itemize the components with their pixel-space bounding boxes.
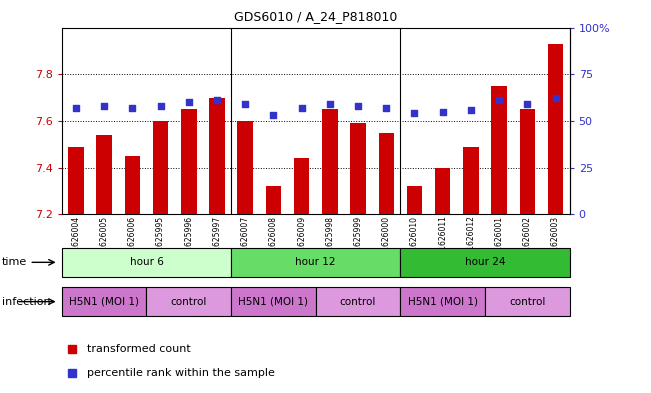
Point: [409, 110, 420, 116]
Text: percentile rank within the sample: percentile rank within the sample: [87, 367, 275, 378]
Bar: [547, 44, 563, 214]
Text: H5N1 (MOI 1): H5N1 (MOI 1): [69, 297, 139, 307]
Text: transformed count: transformed count: [87, 344, 191, 354]
Bar: [400, 248, 570, 277]
Point: [550, 95, 561, 101]
Bar: [153, 121, 169, 214]
Bar: [266, 186, 281, 214]
Text: hour 12: hour 12: [296, 257, 336, 267]
Bar: [146, 287, 231, 316]
Bar: [62, 248, 231, 277]
Point: [184, 99, 194, 105]
Point: [296, 105, 307, 111]
Text: H5N1 (MOI 1): H5N1 (MOI 1): [408, 297, 478, 307]
Bar: [209, 97, 225, 214]
Bar: [407, 186, 422, 214]
Bar: [485, 287, 570, 316]
Point: [465, 107, 476, 113]
Text: infection: infection: [2, 297, 51, 307]
Bar: [231, 248, 400, 277]
Bar: [62, 287, 146, 316]
Point: [437, 108, 448, 115]
Point: [381, 105, 391, 111]
Point: [325, 101, 335, 107]
Bar: [378, 132, 394, 214]
Bar: [350, 123, 366, 214]
Text: time: time: [2, 257, 27, 267]
Bar: [463, 147, 478, 214]
Bar: [231, 287, 316, 316]
Text: control: control: [509, 297, 546, 307]
Point: [71, 105, 81, 111]
Bar: [181, 109, 197, 214]
Bar: [124, 156, 140, 214]
Bar: [238, 121, 253, 214]
Point: [494, 97, 505, 103]
Text: hour 24: hour 24: [465, 257, 505, 267]
Point: [99, 103, 109, 109]
Point: [268, 112, 279, 118]
Bar: [294, 158, 309, 214]
Bar: [96, 135, 112, 214]
Text: control: control: [340, 297, 376, 307]
Bar: [492, 86, 507, 214]
Bar: [316, 287, 400, 316]
Text: control: control: [171, 297, 207, 307]
Point: [353, 103, 363, 109]
Point: [127, 105, 137, 111]
Text: GDS6010 / A_24_P818010: GDS6010 / A_24_P818010: [234, 10, 397, 23]
Bar: [68, 147, 84, 214]
Point: [522, 101, 533, 107]
Point: [156, 103, 166, 109]
Text: hour 6: hour 6: [130, 257, 163, 267]
Point: [212, 97, 222, 103]
Point: [240, 101, 251, 107]
Bar: [519, 109, 535, 214]
Bar: [400, 287, 485, 316]
Bar: [435, 167, 450, 214]
Text: H5N1 (MOI 1): H5N1 (MOI 1): [238, 297, 309, 307]
Bar: [322, 109, 338, 214]
